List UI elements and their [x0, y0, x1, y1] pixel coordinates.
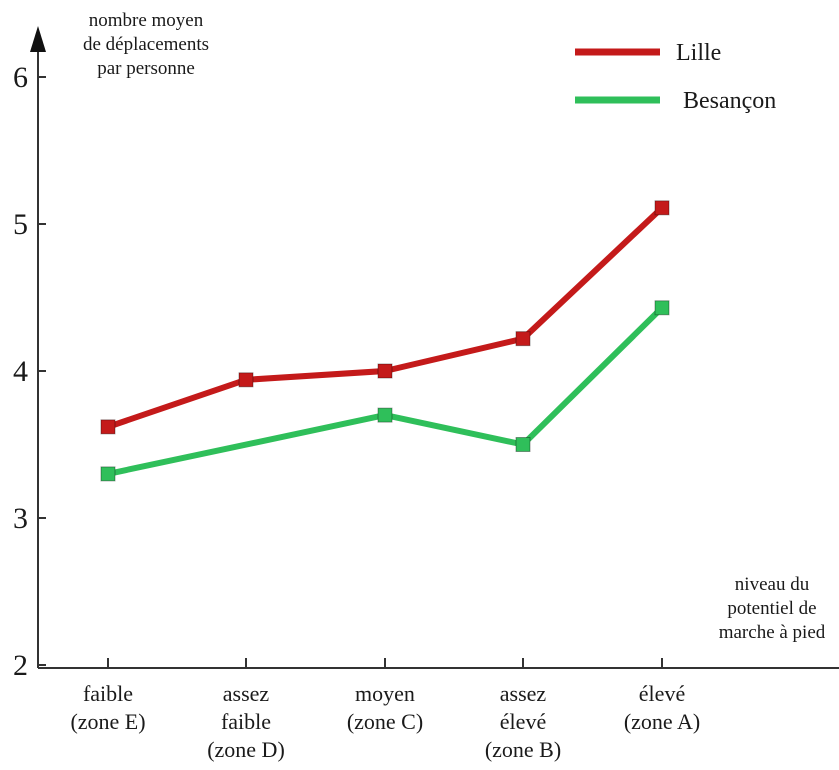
data-point-lille	[238, 372, 254, 388]
x-tick-label: assez	[500, 681, 547, 706]
x-tick-label: assez	[223, 681, 270, 706]
y-axis-arrow-icon	[30, 26, 46, 52]
x-axis-label-line: marche à pied	[719, 622, 826, 643]
legend-label-besan-on: Besançon	[683, 88, 776, 114]
x-ticks: faible (zone E) assez faible (zone D) moyen (z…	[70, 658, 700, 762]
y-tick-label: 3	[13, 502, 28, 535]
y-tick-label: 5	[13, 208, 28, 241]
y-axis-label-line: de déplacements	[83, 34, 209, 55]
x-tick-label: faible	[221, 709, 271, 734]
data-point-besan-on	[515, 437, 531, 452]
data-point-lille	[377, 363, 393, 379]
series-line-lille	[105, 204, 665, 430]
axes	[30, 26, 839, 669]
data-point-lille	[515, 331, 531, 347]
data-point-lille	[654, 200, 670, 216]
x-tick-label: élevé	[500, 709, 546, 734]
legend: Lille Besançon	[575, 40, 776, 114]
x-tick-label: élevé	[639, 681, 685, 706]
x-tick-label: (zone A)	[624, 709, 700, 734]
data-point-lille	[100, 419, 116, 435]
x-tick-label: (zone E)	[70, 709, 145, 734]
y-axis-label-line: par personne	[97, 58, 195, 79]
x-axis-label-line: potentiel de	[727, 598, 816, 619]
y-axis-label: nombre moyen de déplacements par personne	[83, 10, 209, 79]
data-point-besan-on	[654, 300, 670, 316]
x-tick-label: (zone B)	[485, 737, 561, 762]
x-tick-label: moyen	[355, 681, 415, 706]
data-point-besan-on	[100, 466, 116, 482]
x-tick-label: (zone C)	[347, 709, 423, 734]
x-tick-label: faible	[83, 681, 133, 706]
y-tick-label: 2	[13, 649, 28, 682]
data-point-besan-on	[377, 407, 393, 423]
x-tick-label: (zone D)	[207, 737, 285, 762]
series-group	[100, 200, 670, 482]
y-tick-label: 6	[13, 61, 28, 94]
y-tick-label: 4	[13, 355, 28, 388]
y-ticks: 2 3 4 5 6	[13, 61, 46, 682]
x-axis-label: niveau du potentiel de marche à pied	[719, 574, 826, 643]
series-line-besan-on	[105, 304, 665, 477]
y-axis-label-line: nombre moyen	[89, 10, 204, 31]
x-axis-label-line: niveau du	[735, 574, 810, 595]
legend-label-lille: Lille	[676, 40, 721, 66]
